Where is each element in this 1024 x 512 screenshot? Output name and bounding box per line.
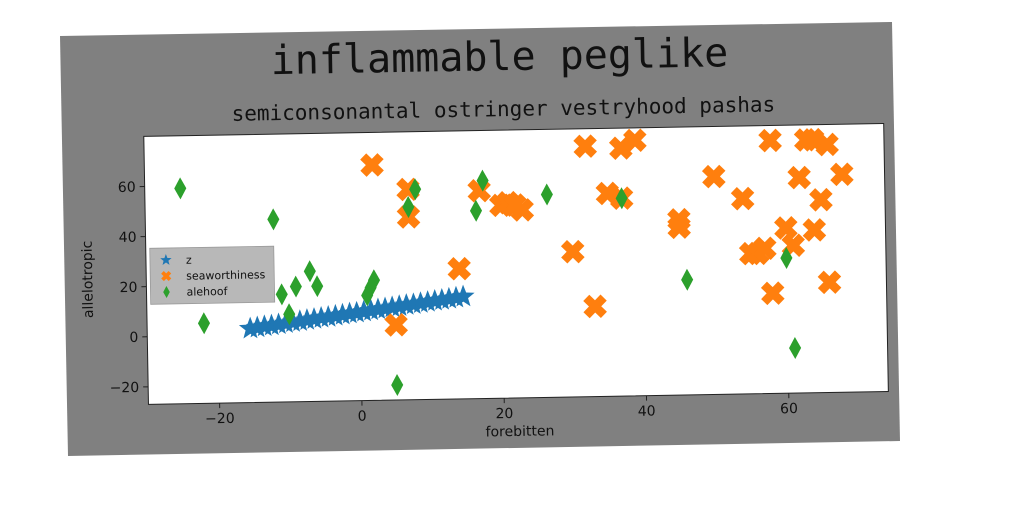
seaworthiness-point	[830, 162, 854, 187]
y-axis-label: allelotropic	[80, 241, 97, 319]
alehoof-point	[681, 268, 694, 291]
seaworthiness-point	[583, 294, 607, 319]
seaworthiness-point	[608, 136, 633, 160]
seaworthiness-point	[384, 313, 408, 337]
series-alehoof	[174, 169, 802, 396]
legend-label: alehoof	[186, 285, 228, 299]
seaworthiness-point	[447, 256, 472, 281]
x-tick-label: −20	[205, 411, 235, 428]
seaworthiness-point	[623, 128, 647, 153]
y-tick-label: 0	[129, 330, 138, 346]
alehoof-point	[367, 269, 381, 292]
alehoof-point	[283, 303, 296, 326]
alehoof-point	[275, 283, 288, 306]
legend-marker-seaworthiness	[161, 270, 172, 282]
seaworthiness-point	[595, 181, 620, 206]
legend-label: seaworthiness	[186, 268, 266, 282]
z-point	[316, 305, 340, 327]
z-point	[451, 284, 475, 307]
x-tick-label: 20	[495, 406, 513, 422]
alehoof-point	[267, 208, 280, 231]
seaworthiness-point	[730, 186, 755, 211]
alehoof-point	[361, 284, 374, 307]
x-tick-label: 60	[780, 401, 798, 417]
legend-box	[149, 245, 276, 305]
y-tick-label: 40	[119, 230, 137, 246]
alehoof-point	[540, 183, 553, 206]
seaworthiness-point	[760, 281, 785, 306]
axis-ticks: −20 0 20 40 60 −20 0 20 40 60	[109, 180, 798, 428]
x-tick-label: 0	[358, 409, 367, 425]
data-marks	[174, 127, 854, 396]
seaworthiness-point	[800, 127, 825, 152]
seaworthiness-point	[560, 239, 585, 264]
alehoof-point	[615, 187, 628, 210]
seaworthiness-point	[787, 165, 812, 190]
alehoof-point	[303, 260, 316, 283]
alehoof-point	[289, 275, 302, 298]
alehoof-point	[780, 246, 793, 269]
x-tick-label: 40	[638, 404, 656, 420]
legend-marker-alehoof	[163, 286, 170, 299]
alehoof-point	[391, 373, 404, 396]
seaworthiness-point	[802, 218, 827, 242]
z-point	[366, 297, 390, 320]
legend-marker-z	[160, 254, 172, 265]
alehoof-point	[197, 312, 211, 335]
y-tick-label: 20	[119, 280, 137, 296]
seaworthiness-point	[510, 198, 535, 222]
seaworthiness-point	[815, 132, 839, 157]
seaworthiness-point	[758, 128, 782, 153]
seaworthiness-point	[753, 236, 777, 261]
alehoof-point	[476, 169, 489, 192]
legend-label: z	[186, 254, 192, 267]
series-z	[238, 284, 475, 339]
alehoof-point	[789, 336, 802, 359]
y-tick-label: 60	[118, 180, 136, 196]
z-point	[409, 291, 433, 314]
plot-area	[143, 122, 889, 405]
seaworthiness-point	[809, 187, 833, 212]
seaworthiness-point	[573, 134, 598, 159]
seaworthiness-point	[667, 215, 691, 240]
alehoof-point	[364, 276, 377, 299]
seaworthiness-point	[701, 164, 726, 189]
y-tick-label: −20	[109, 380, 139, 397]
x-axis-label: forebitten	[485, 423, 554, 440]
alehoof-point	[174, 177, 187, 200]
series-seaworthiness	[360, 127, 854, 337]
alehoof-point	[409, 178, 422, 201]
alehoof-point	[469, 199, 483, 222]
alehoof-point	[311, 275, 324, 298]
seaworthiness-point	[774, 216, 798, 240]
seaworthiness-point	[817, 270, 842, 295]
alehoof-point	[402, 195, 415, 218]
chart-title: inflammable peglike	[270, 30, 728, 84]
seaworthiness-point	[360, 153, 384, 177]
